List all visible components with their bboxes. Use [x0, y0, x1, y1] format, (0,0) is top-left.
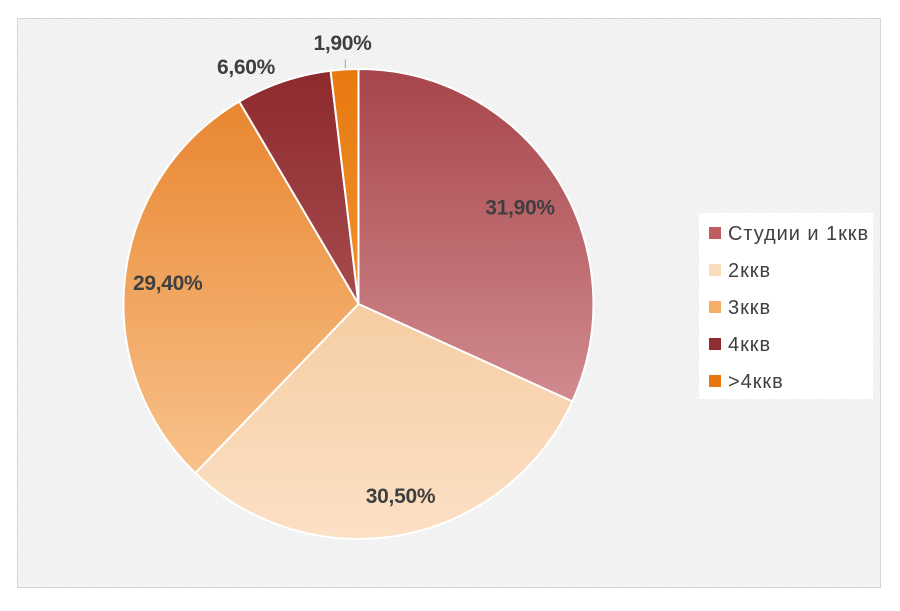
svg-text:3ккв: 3ккв	[728, 297, 771, 319]
svg-text:31,90%: 31,90%	[485, 197, 555, 220]
svg-text:30,50%: 30,50%	[366, 485, 436, 508]
svg-text:Студии и 1ккв: Студии и 1ккв	[728, 223, 869, 245]
svg-text:2ккв: 2ккв	[728, 260, 771, 282]
svg-text:6,60%: 6,60%	[217, 56, 276, 79]
svg-text:>4ккв: >4ккв	[728, 371, 784, 393]
svg-text:4ккв: 4ккв	[728, 334, 771, 356]
svg-text:1,90%: 1,90%	[313, 32, 372, 55]
svg-text:29,40%: 29,40%	[133, 272, 203, 295]
